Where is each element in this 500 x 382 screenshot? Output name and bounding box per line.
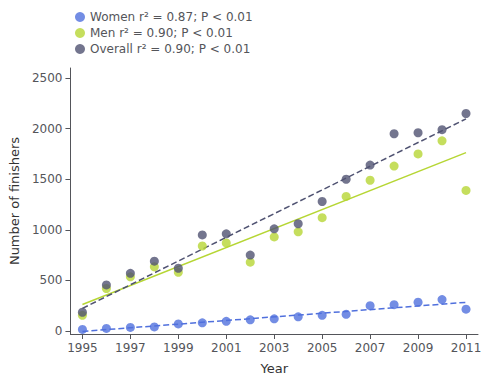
svg-text:1500: 1500 — [32, 172, 63, 186]
svg-text:1999: 1999 — [163, 341, 194, 355]
svg-text:2005: 2005 — [307, 341, 338, 355]
svg-text:1000: 1000 — [32, 223, 63, 237]
svg-text:Women r² = 0.87; P < 0.01: Women r² = 0.87; P < 0.01 — [90, 10, 253, 24]
svg-text:0: 0 — [55, 324, 63, 338]
svg-text:2007: 2007 — [355, 341, 386, 355]
svg-text:Men r² = 0.90; P < 0.01: Men r² = 0.90; P < 0.01 — [90, 26, 233, 40]
svg-text:Overall r² = 0.90; P < 0.01: Overall r² = 0.90; P < 0.01 — [90, 42, 250, 56]
svg-text:1995: 1995 — [67, 341, 98, 355]
svg-text:500: 500 — [40, 273, 63, 287]
svg-text:Number of finishers: Number of finishers — [7, 137, 22, 265]
svg-text:2001: 2001 — [211, 341, 242, 355]
svg-text:2011: 2011 — [451, 341, 482, 355]
svg-text:Year: Year — [259, 361, 288, 376]
svg-text:2000: 2000 — [32, 122, 63, 136]
svg-text:2500: 2500 — [32, 71, 63, 85]
svg-text:2009: 2009 — [403, 341, 434, 355]
svg-text:2003: 2003 — [259, 341, 290, 355]
svg-text:1997: 1997 — [115, 341, 146, 355]
